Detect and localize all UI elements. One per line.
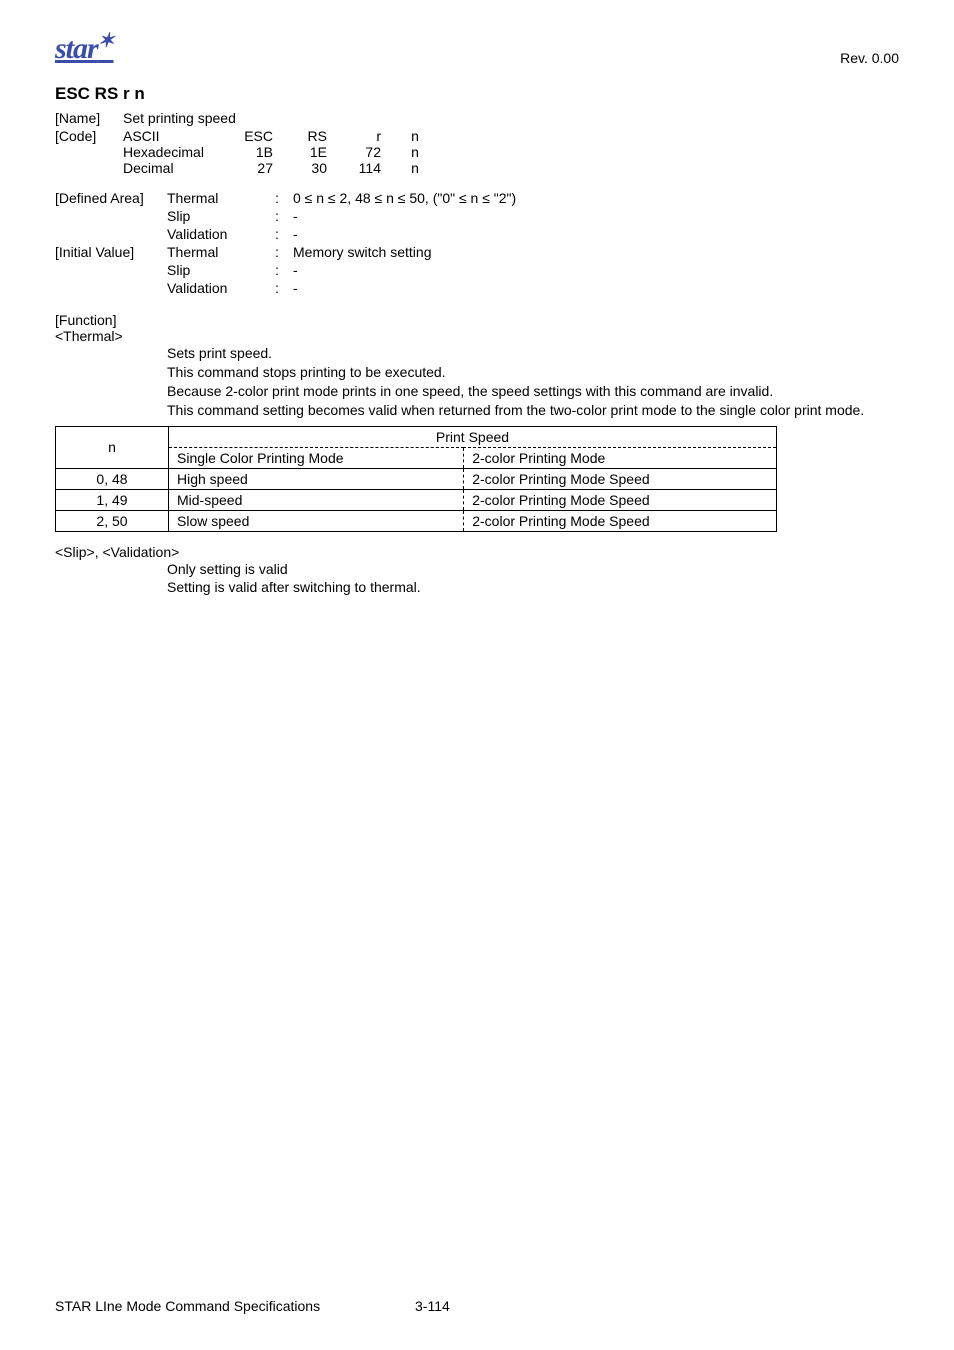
initial-thermal-v: Memory switch setting <box>293 244 899 262</box>
brand-logo: star✶ <box>55 28 113 66</box>
initial-slip-k: Slip <box>167 262 275 280</box>
sep: : <box>275 208 293 226</box>
defined-area-label: [Defined Area] <box>55 190 167 208</box>
ascii-c2: RS <box>287 128 341 144</box>
dec-c1: 27 <box>233 160 287 176</box>
table-cell: 1, 49 <box>56 489 169 510</box>
defined-thermal-k: Thermal <box>167 190 275 208</box>
function-label: [Function] <box>55 312 899 328</box>
table-cell: High speed <box>169 468 464 489</box>
fmt-ascii: ASCII <box>123 128 233 144</box>
ascii-c1: ESC <box>233 128 287 144</box>
sep: : <box>275 190 293 208</box>
hex-c1: 1B <box>233 144 287 160</box>
name-value: Set printing speed <box>123 110 236 126</box>
name-label: [Name] <box>55 110 123 126</box>
slipval-p2: Setting is valid after switching to ther… <box>167 578 899 597</box>
initial-thermal-k: Thermal <box>167 244 275 262</box>
function-p4: This command setting becomes valid when … <box>167 401 899 420</box>
ascii-c3: r <box>341 128 395 144</box>
dec-c4: n <box>395 160 435 176</box>
hex-c4: n <box>395 144 435 160</box>
th-n: n <box>56 426 169 468</box>
dec-c2: 30 <box>287 160 341 176</box>
code-label: [Code] <box>55 128 123 176</box>
fmt-dec: Decimal <box>123 160 233 176</box>
revision-label: Rev. 0.00 <box>840 50 899 66</box>
hex-c3: 72 <box>341 144 395 160</box>
initial-validation-k: Validation <box>167 280 275 298</box>
table-cell: 2, 50 <box>56 510 169 531</box>
defined-slip-k: Slip <box>167 208 275 226</box>
defined-slip-v: - <box>293 208 899 226</box>
initial-value-label: [Initial Value] <box>55 244 167 262</box>
print-speed-table: n Print Speed Single Color Printing Mode… <box>55 426 777 532</box>
fmt-hex: Hexadecimal <box>123 144 233 160</box>
table-cell: 2-color Printing Mode Speed <box>464 510 777 531</box>
footer-page: 3-114 <box>415 1298 450 1314</box>
sep: : <box>275 244 293 262</box>
table-cell: 2-color Printing Mode Speed <box>464 489 777 510</box>
footer-title: STAR LIne Mode Command Specifications <box>55 1298 415 1314</box>
hex-c2: 1E <box>287 144 341 160</box>
logo-accent: ✶ <box>98 30 114 52</box>
defined-thermal-v: 0 ≤ n ≤ 2, 48 ≤ n ≤ 50, ("0" ≤ n ≤ "2") <box>293 190 899 208</box>
code-table: ASCII ESC RS r n Hexadecimal 1B 1E 72 n … <box>123 128 435 176</box>
function-p3: Because 2-color print mode prints in one… <box>167 382 899 401</box>
thermal-tag: <Thermal> <box>55 328 899 344</box>
th-single: Single Color Printing Mode <box>169 447 464 468</box>
sep: : <box>275 280 293 298</box>
defined-area-grid: [Defined Area] Thermal : 0 ≤ n ≤ 2, 48 ≤… <box>55 190 899 298</box>
function-p1: Sets print speed. <box>167 344 899 363</box>
dec-c3: 114 <box>341 160 395 176</box>
function-p2: This command stops printing to be execut… <box>167 363 899 382</box>
table-cell: Mid-speed <box>169 489 464 510</box>
table-cell: Slow speed <box>169 510 464 531</box>
defined-validation-k: Validation <box>167 226 275 244</box>
table-cell: 0, 48 <box>56 468 169 489</box>
ascii-c4: n <box>395 128 435 144</box>
initial-slip-v: - <box>293 262 899 280</box>
th-2color: 2-color Printing Mode <box>464 447 777 468</box>
command-title: ESC RS r n <box>55 84 899 104</box>
slipval-p1: Only setting is valid <box>167 560 899 579</box>
sep: : <box>275 262 293 280</box>
table-cell: 2-color Printing Mode Speed <box>464 468 777 489</box>
sep: : <box>275 226 293 244</box>
initial-validation-v: - <box>293 280 899 298</box>
defined-validation-v: - <box>293 226 899 244</box>
slip-validation-tag: <Slip>, <Validation> <box>55 544 899 560</box>
th-printspeed: Print Speed <box>169 426 777 447</box>
